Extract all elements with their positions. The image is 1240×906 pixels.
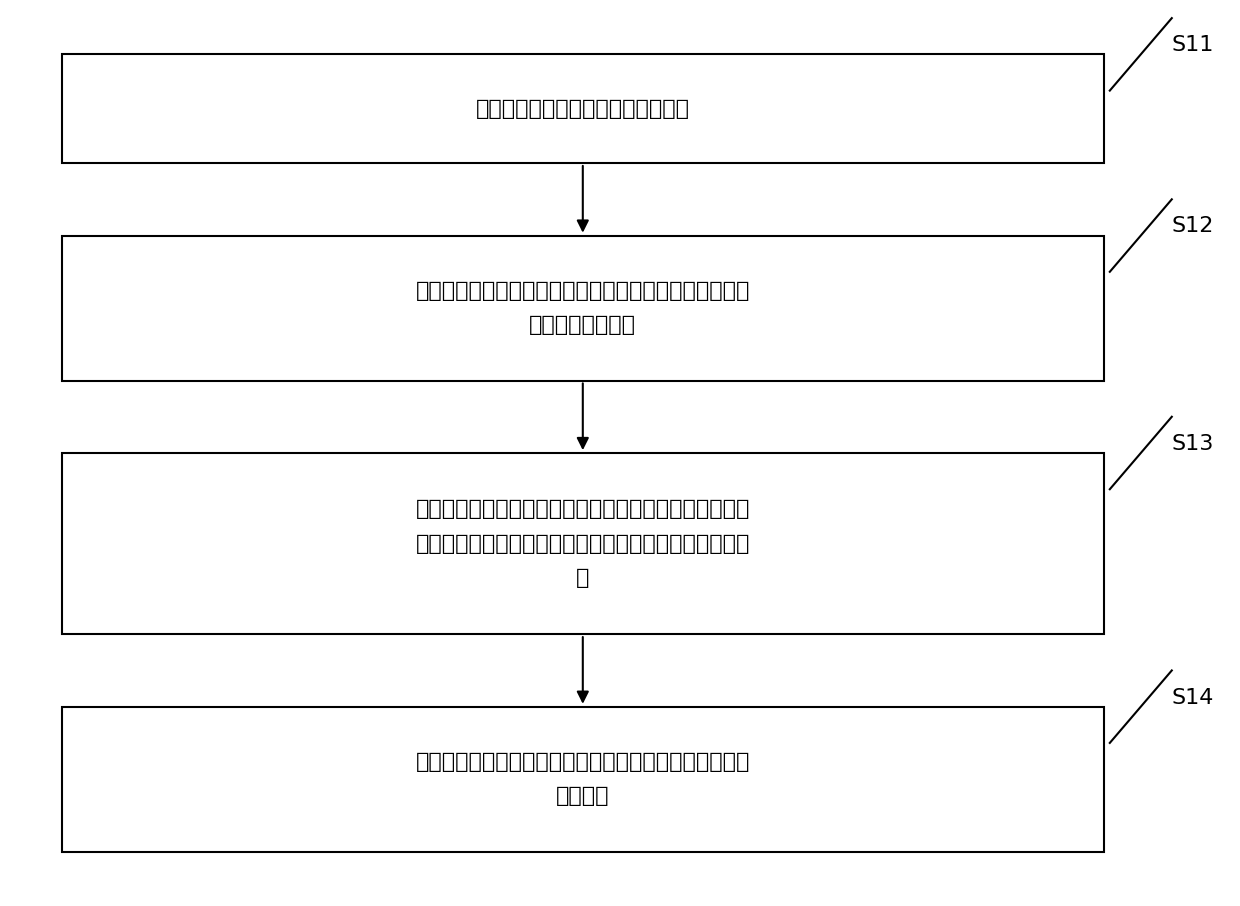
Text: S13: S13 [1172,434,1214,454]
Text: 聚合度和邻近度指数计算，获取加权聚合度和邻近度指数: 聚合度和邻近度指数计算，获取加权聚合度和邻近度指数 [415,534,750,554]
Text: 合后的单一多边形: 合后的单一多边形 [529,315,636,335]
FancyBboxPatch shape [62,236,1104,381]
Text: 基于所述加权聚合度和邻近度指数值获取不连接多边形的: 基于所述加权聚合度和邻近度指数值获取不连接多边形的 [415,752,750,772]
FancyBboxPatch shape [62,54,1104,163]
FancyBboxPatch shape [62,453,1104,634]
Text: S11: S11 [1172,35,1214,55]
Text: 紧凑程度: 紧凑程度 [556,786,610,806]
Text: S14: S14 [1172,688,1214,708]
Text: 值: 值 [577,568,589,588]
Text: 基于所述多边形集合和所述聚合后的单一多边形进行加权: 基于所述多边形集合和所述聚合后的单一多边形进行加权 [415,499,750,519]
Text: 获取预设区域内的不连接多边形集合: 获取预设区域内的不连接多边形集合 [476,99,689,119]
Text: S12: S12 [1172,217,1214,236]
FancyBboxPatch shape [62,707,1104,852]
Text: 对所述多边形集合内的所有多边形进行聚合处理，获取聚: 对所述多边形集合内的所有多边形进行聚合处理，获取聚 [415,281,750,301]
